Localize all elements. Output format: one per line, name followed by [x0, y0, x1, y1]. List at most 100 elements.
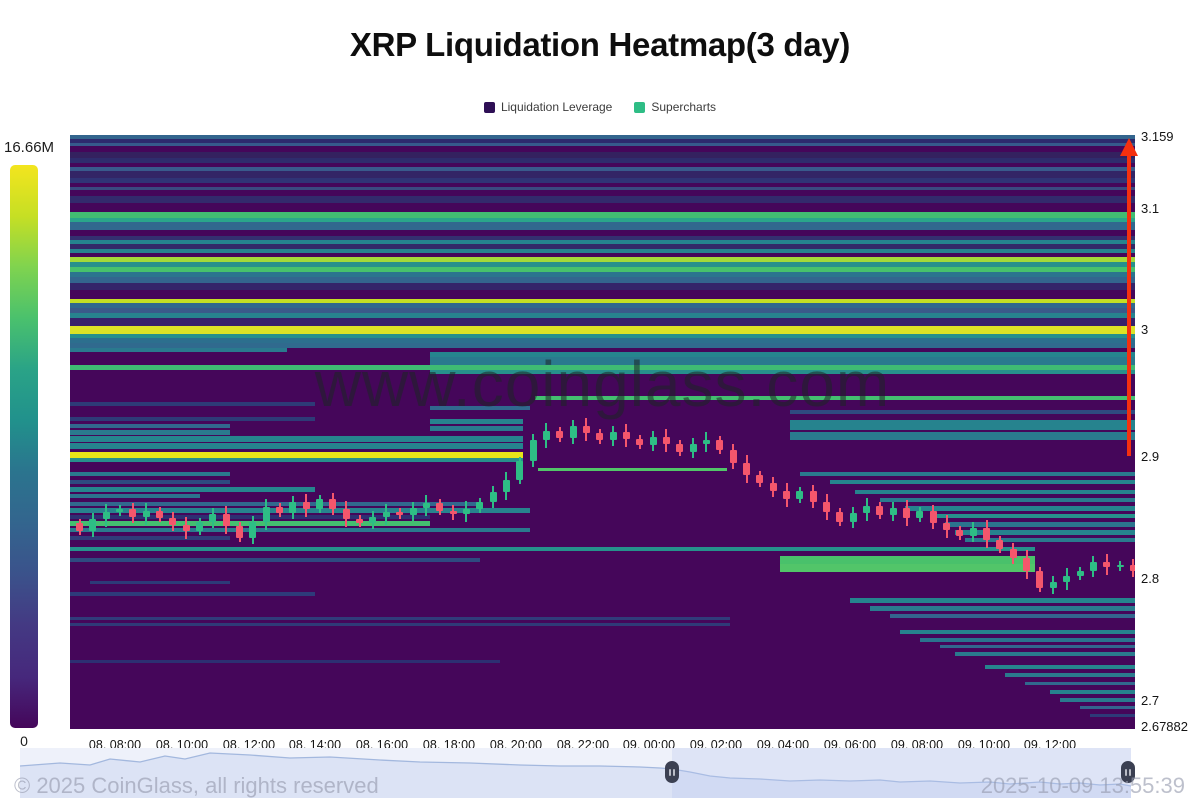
liquidation-level-stripe — [70, 402, 315, 406]
price-tick-label: 3.1 — [1141, 201, 1160, 216]
liquidation-level-stripe — [70, 443, 523, 449]
heatmap-plot-area[interactable]: www.coinglass.com — [70, 135, 1135, 729]
liquidation-level-stripe — [70, 313, 1135, 318]
liquidation-level-stripe — [920, 638, 1135, 642]
candle-body — [956, 530, 964, 537]
liquidation-colorbar — [10, 165, 38, 728]
liquidation-level-stripe — [70, 283, 1135, 290]
candle-body — [409, 508, 417, 516]
candle-body — [609, 431, 617, 441]
liquidation-level-stripe — [70, 171, 1135, 178]
candle-body — [636, 439, 644, 446]
candle-body — [302, 501, 310, 510]
legend-item-1[interactable]: Supercharts — [634, 100, 716, 114]
legend-swatch-icon — [634, 101, 646, 113]
liquidation-level-stripe — [70, 334, 1135, 338]
candle-body — [809, 490, 817, 502]
candle-body — [382, 511, 390, 517]
liquidation-level-stripe — [90, 581, 230, 584]
candle-body — [1103, 562, 1111, 568]
liquidation-level-stripe — [955, 652, 1135, 656]
liquidation-level-stripe — [870, 606, 1135, 611]
price-tick-label: 3 — [1141, 322, 1149, 337]
liquidation-level-stripe — [70, 212, 1135, 218]
liquidation-level-stripe — [930, 514, 1135, 518]
liquidation-level-stripe — [70, 343, 1135, 348]
candle-body — [582, 425, 590, 434]
liquidation-level-stripe — [790, 420, 1135, 430]
candle-body — [369, 516, 377, 523]
liquidation-level-stripe — [70, 536, 230, 540]
liquidation-level-stripe — [70, 158, 1135, 163]
liquidation-level-stripe — [790, 410, 1135, 414]
liquidation-level-stripe — [945, 522, 1135, 527]
liquidation-level-stripe — [880, 498, 1135, 502]
candle-body — [542, 430, 550, 441]
coinglass-watermark: www.coinglass.com — [314, 348, 891, 420]
candle-body — [449, 510, 457, 515]
liquidation-level-stripe — [70, 660, 500, 663]
navigator-handle-left[interactable] — [665, 761, 679, 783]
candle-body — [622, 431, 630, 440]
navigator-selected-range[interactable] — [672, 748, 1131, 798]
candle-body — [1009, 548, 1017, 559]
liquidation-level-stripe — [70, 338, 1135, 343]
candle-body — [916, 510, 924, 518]
copyright-text: © 2025 CoinGlass, all rights reserved — [14, 773, 379, 798]
candle-body — [569, 425, 577, 439]
candle-body — [1036, 570, 1044, 588]
liquidation-level-stripe — [70, 272, 1135, 277]
candle-body — [182, 525, 190, 532]
legend-item-0[interactable]: Liquidation Leverage — [483, 100, 612, 114]
candle-body — [756, 474, 764, 484]
candle-body — [476, 501, 484, 510]
price-tick-label: 2.7 — [1141, 693, 1160, 708]
candle-body — [276, 506, 284, 513]
liquidation-level-stripe — [905, 506, 1135, 511]
candle-body — [743, 462, 750, 475]
navigator-track[interactable] — [19, 748, 1132, 798]
liquidation-level-stripe — [70, 135, 1135, 139]
candle-body — [102, 511, 110, 520]
liquidation-level-stripe — [965, 538, 1135, 542]
candle-body — [876, 505, 884, 516]
candle-body — [983, 527, 991, 540]
chart-legend: Liquidation Leverage Supercharts — [0, 100, 1200, 114]
liquidation-level-stripe — [70, 365, 1135, 370]
price-tick-label: 2.8 — [1141, 571, 1160, 586]
candle-body — [796, 490, 804, 500]
liquidation-level-stripe — [70, 143, 1135, 146]
liquidation-level-stripe — [1060, 698, 1135, 702]
candle-body — [662, 436, 670, 445]
liquidation-level-stripe — [830, 480, 1135, 484]
liquidation-level-stripe — [955, 530, 1135, 535]
price-trend-arrow-head — [1120, 138, 1138, 156]
liquidation-level-stripe — [70, 196, 1135, 203]
liquidation-level-stripe — [430, 419, 523, 424]
candle-body — [863, 505, 871, 513]
candle-body — [502, 479, 510, 493]
candle-body — [769, 483, 777, 491]
candle-body — [436, 503, 444, 511]
candle-body — [1063, 575, 1071, 582]
candle-body — [422, 503, 430, 509]
liquidation-level-stripe — [70, 257, 1135, 262]
candle-body — [1089, 562, 1097, 571]
candle-body — [396, 511, 404, 516]
candle-body — [289, 501, 297, 513]
liquidation-level-stripe — [70, 547, 1035, 551]
candle-body — [529, 440, 537, 462]
liquidation-level-stripe — [850, 598, 1135, 603]
legend-swatch-icon — [483, 101, 495, 113]
liquidation-level-stripe — [70, 187, 1135, 190]
page-title: XRP Liquidation Heatmap(3 day) — [349, 26, 851, 63]
liquidation-level-stripe — [70, 480, 230, 484]
liquidation-level-stripe — [1090, 714, 1135, 717]
liquidation-level-stripe — [70, 528, 530, 532]
liquidation-level-stripe — [70, 139, 1135, 143]
candle-body — [596, 433, 604, 441]
candle-body — [849, 512, 857, 522]
navigator-handle-right[interactable] — [1121, 761, 1135, 783]
liquidation-level-stripe — [890, 614, 1135, 618]
liquidation-level-stripe — [70, 303, 1135, 308]
